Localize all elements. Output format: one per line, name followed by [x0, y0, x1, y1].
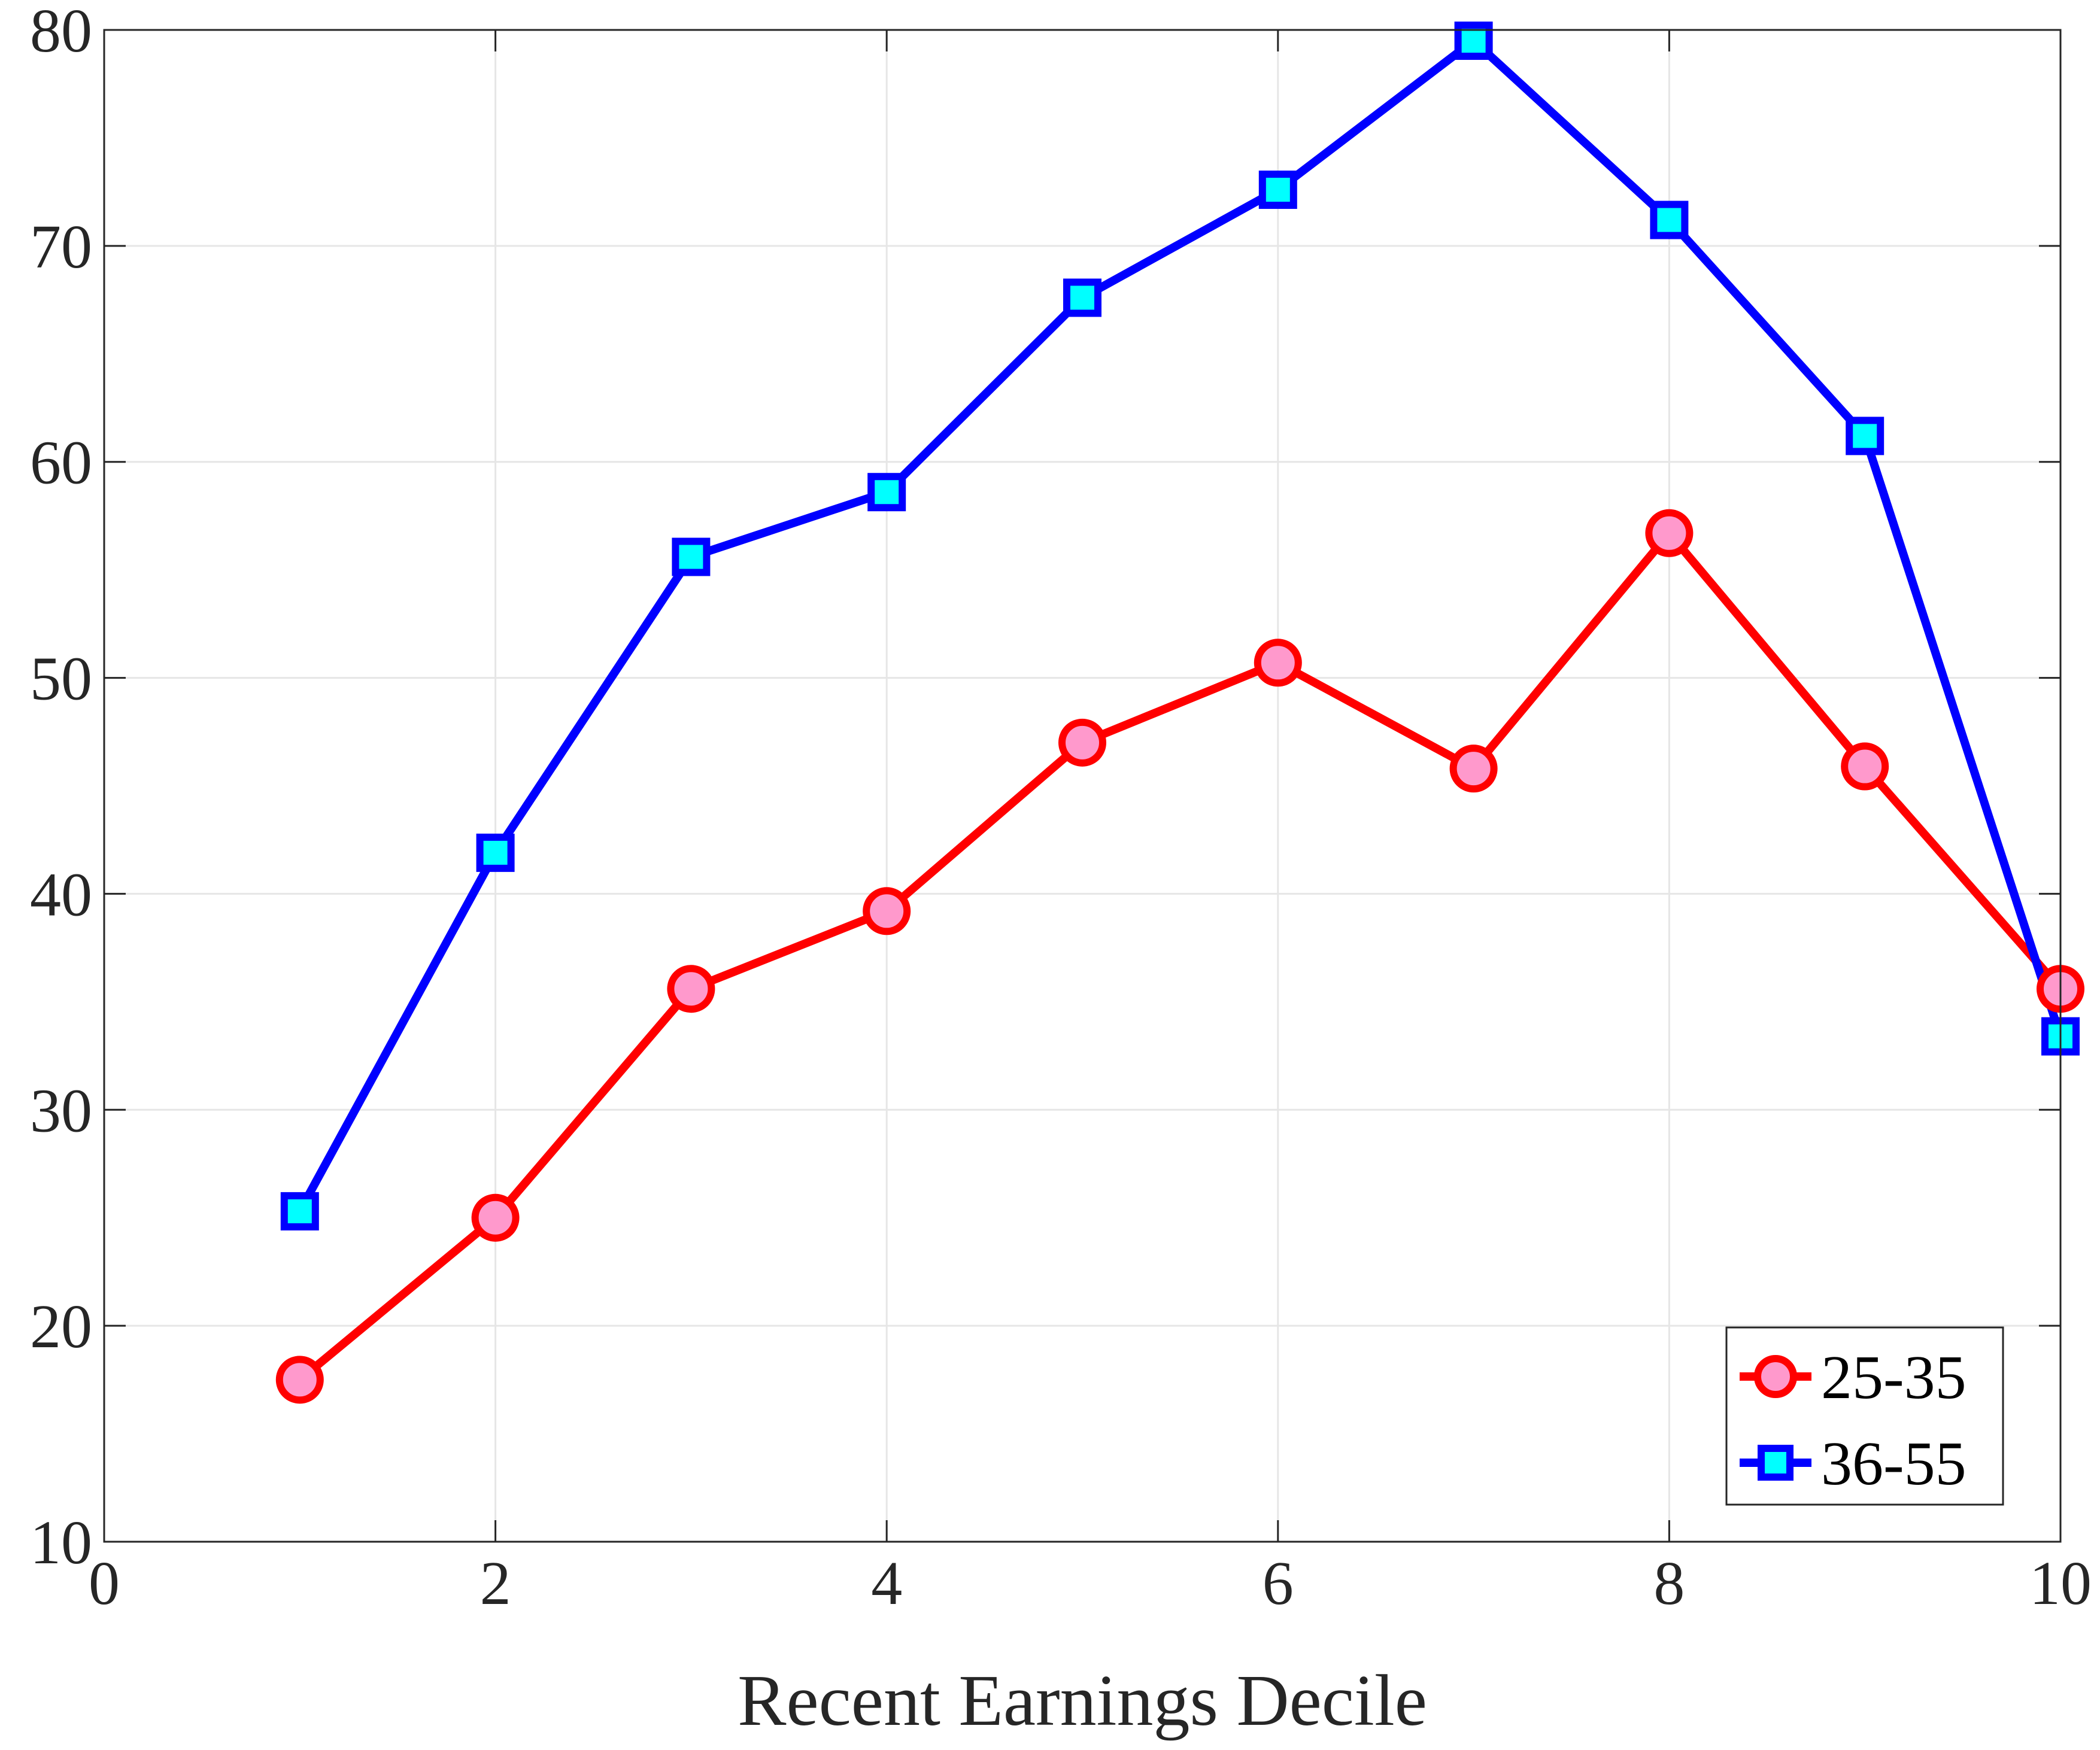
y-tick-label-5: 60 — [30, 429, 92, 497]
axes-box — [103, 29, 2062, 1543]
series-line-25-35 — [297, 528, 2064, 1383]
point-36-55-4 — [867, 473, 906, 512]
point-36-55-1 — [280, 1192, 319, 1231]
legend-marker-36-55 — [1758, 1445, 1794, 1481]
x-tick-label-5: 10 — [2029, 1549, 2092, 1618]
point-25-35-2 — [471, 1193, 520, 1242]
point-25-35-3 — [667, 965, 715, 1013]
point-25-35-5 — [1058, 718, 1106, 767]
point-36-55-3 — [672, 537, 711, 576]
y-tick-label-0: 10 — [30, 1508, 92, 1577]
x-tick-label-3: 6 — [1263, 1549, 1294, 1618]
legend-marker-25-35 — [1754, 1355, 1797, 1398]
point-25-35-1 — [275, 1356, 324, 1404]
legend-label-36-55: 36-55 — [1821, 1429, 1967, 1498]
point-25-35-7 — [1449, 745, 1498, 793]
x-tick-label-2: 4 — [871, 1549, 902, 1618]
x-tick-label-4: 8 — [1653, 1549, 1685, 1618]
series-lines — [296, 37, 2065, 1383]
y-tick-label-2: 30 — [30, 1076, 92, 1145]
point-25-35-9 — [1841, 742, 1889, 791]
series-line-36-55 — [296, 37, 2065, 1214]
point-25-35-4 — [863, 887, 911, 935]
y-tick-label-3: 40 — [30, 860, 92, 929]
tick-labels: 0 2 4 6 8 10 10 20 30 40 50 60 70 80 — [30, 0, 2092, 1618]
point-36-55-5 — [1063, 278, 1101, 317]
series-markers — [275, 22, 2084, 1404]
legend-label-25-35: 25-35 — [1821, 1343, 1967, 1412]
ticks — [103, 29, 2062, 1543]
point-36-55-8 — [1650, 200, 1689, 239]
point-25-35-6 — [1254, 639, 1302, 687]
x-axis-title: Recent Earnings Decile — [738, 1660, 1427, 1741]
y-tick-label-1: 20 — [30, 1292, 92, 1361]
legend: 25-35 36-55 — [1725, 1326, 2004, 1506]
point-25-35-8 — [1645, 509, 1694, 557]
y-tick-label-6: 70 — [30, 212, 92, 281]
point-36-55-6 — [1258, 171, 1297, 209]
x-tick-label-0: 0 — [89, 1549, 120, 1618]
point-36-55-2 — [476, 833, 515, 872]
y-tick-label-7: 80 — [30, 0, 92, 65]
y-tick-label-4: 50 — [30, 645, 92, 713]
x-tick-label-1: 2 — [480, 1549, 511, 1618]
point-36-55-9 — [1846, 417, 1884, 455]
